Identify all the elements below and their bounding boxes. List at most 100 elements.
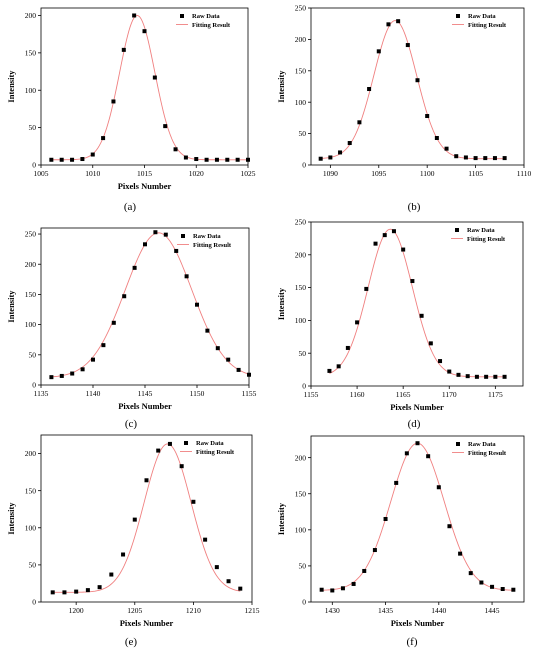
legend-fitting-result: Fitting Result (467, 236, 506, 243)
raw-data-point (357, 120, 362, 125)
panel-caption: (e) (125, 636, 138, 648)
legend-marker-raw (184, 441, 188, 445)
fitting-curve (321, 442, 514, 591)
raw-data-point (101, 343, 106, 348)
x-tick-label: 1145 (138, 389, 153, 398)
x-axis-label: Pixels Number (390, 402, 444, 412)
raw-data-point (367, 87, 372, 92)
raw-data-point (142, 29, 147, 34)
raw-data-point (111, 99, 116, 104)
raw-data-point (351, 581, 356, 586)
raw-data-point (502, 156, 507, 161)
raw-data-point (415, 441, 420, 446)
y-tick-label: 200 (295, 453, 307, 462)
chart-panel-2: 1090 1095 1100 1105 1110 0 50 100 150 200 250 Inten… (276, 4, 531, 213)
y-tick-label: 50 (29, 350, 37, 359)
x-tick-label: 1110 (517, 169, 532, 178)
y-tick-label: 100 (295, 316, 307, 325)
raw-data-point (247, 372, 251, 377)
y-tick-label: 100 (295, 98, 307, 107)
raw-data-point (215, 346, 220, 351)
raw-data-point (447, 524, 452, 529)
raw-data-point (214, 565, 219, 570)
raw-data-point (85, 588, 90, 593)
x-axis-label: Pixels Number (120, 618, 174, 628)
raw-data-point (156, 448, 161, 453)
raw-data-point (364, 286, 369, 291)
y-tick-label: 0 (32, 381, 36, 390)
y-tick-label: 150 (25, 290, 37, 299)
raw-data-point (132, 517, 137, 522)
y-tick-label: 150 (295, 489, 307, 498)
x-tick-label: 1430 (325, 606, 340, 615)
raw-data-point (109, 572, 114, 577)
x-tick-label: 1090 (323, 169, 338, 178)
raw-data-point (74, 589, 79, 594)
y-tick-label: 100 (25, 320, 37, 329)
y-axis-label: Intensity (276, 287, 286, 320)
raw-data-point (204, 157, 209, 162)
raw-data-point (101, 136, 106, 141)
x-tick-label: 1025 (241, 169, 256, 178)
fitting-curve (329, 228, 505, 378)
raw-data-point (415, 78, 420, 83)
raw-data-point (386, 22, 391, 27)
raw-data-point (347, 141, 352, 146)
x-tick-label: 1155 (242, 389, 257, 398)
raw-data-point (436, 485, 441, 490)
y-tick-label: 0 (302, 598, 306, 607)
x-tick-label: 1205 (127, 606, 142, 615)
raw-data-point (49, 157, 54, 162)
y-tick-label: 100 (25, 86, 37, 95)
y-tick-label: 250 (25, 230, 37, 239)
plot-frame (310, 435, 525, 603)
x-tick-label: 1155 (304, 390, 319, 399)
raw-data-point (336, 364, 341, 369)
raw-data-point (144, 478, 149, 483)
legend-raw-data: Raw Data (196, 440, 224, 447)
raw-data-point (434, 135, 439, 140)
raw-data-point (328, 155, 333, 160)
raw-data-point (458, 551, 463, 556)
raw-data-point (179, 464, 184, 469)
y-tick-label: 50 (29, 560, 37, 569)
legend-raw-data: Raw Data (192, 13, 220, 20)
raw-data-point (338, 150, 343, 155)
x-axis-label: Pixels Number (391, 618, 445, 628)
x-tick-label: 1215 (245, 606, 260, 615)
y-tick-label: 0 (302, 161, 306, 170)
raw-data-point (50, 590, 55, 595)
raw-data-point (111, 320, 116, 325)
x-axis-label: Pixels Number (118, 181, 172, 191)
chart-panel-6: 1430 1435 1440 1445 0 50 100 150 200 Pixels Numbe… (276, 435, 525, 648)
raw-data-point (91, 357, 95, 362)
raw-data-point (426, 454, 431, 459)
x-tick-label: 1020 (189, 169, 204, 178)
legend-fitting-result: Fitting Result (196, 449, 235, 456)
panel-caption: (d) (408, 418, 421, 430)
raw-data-point (465, 374, 470, 379)
plot-frame (310, 7, 525, 166)
raw-data-point (163, 124, 168, 129)
raw-data-point (59, 157, 64, 162)
raw-data-point (121, 47, 126, 52)
raw-data-point (49, 375, 54, 380)
x-tick-label: 1175 (488, 390, 503, 399)
raw-data-point (483, 156, 488, 161)
raw-data-point (236, 367, 241, 372)
raw-data-point (376, 49, 381, 54)
y-axis-label: Intensity (276, 502, 286, 535)
raw-data-point (59, 373, 64, 378)
raw-data-point (382, 233, 387, 238)
legend-raw-data: Raw Data (468, 13, 496, 20)
x-tick-label: 1100 (420, 169, 435, 178)
plot-frame (40, 434, 253, 603)
y-tick-label: 0 (302, 382, 306, 391)
raw-data-point (474, 374, 479, 379)
raw-data-point (195, 302, 199, 307)
y-tick-label: 150 (25, 486, 37, 495)
legend-raw-data: Raw Data (193, 233, 221, 240)
y-axis-label: Intensity (6, 70, 16, 103)
raw-data-point (502, 374, 507, 379)
